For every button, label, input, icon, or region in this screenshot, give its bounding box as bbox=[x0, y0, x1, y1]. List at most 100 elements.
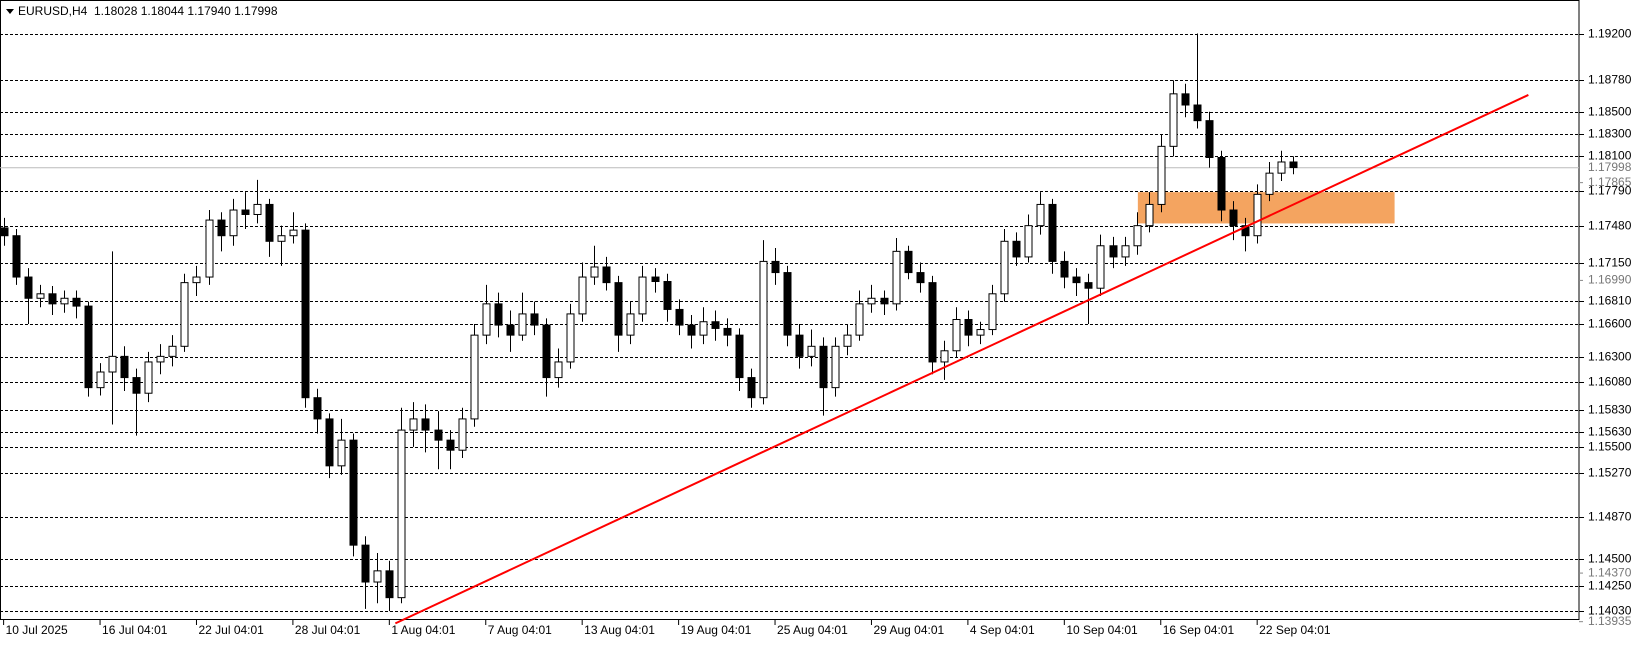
candle-body bbox=[759, 260, 768, 399]
level-label: 1.15270 bbox=[1588, 466, 1632, 480]
x-tick-label: 22 Sep 04:01 bbox=[1259, 623, 1331, 637]
candle-body bbox=[1253, 193, 1262, 237]
candle-body bbox=[506, 324, 515, 336]
level-label: 1.14250 bbox=[1588, 579, 1632, 593]
support-zone bbox=[1137, 192, 1395, 224]
candle-body bbox=[1265, 172, 1274, 195]
candle-body bbox=[1036, 203, 1045, 227]
candle-body bbox=[1121, 245, 1130, 258]
candle-body bbox=[289, 229, 298, 237]
candle-body bbox=[771, 260, 780, 274]
candle-body bbox=[470, 334, 479, 420]
candle-body bbox=[1241, 225, 1250, 237]
candle-body bbox=[72, 297, 81, 307]
candle-body bbox=[60, 297, 69, 305]
candle-body bbox=[494, 303, 503, 326]
candle-body bbox=[1096, 245, 1105, 289]
candle-body bbox=[421, 418, 430, 431]
candle-body bbox=[217, 219, 226, 237]
y-tick-label: 1.13935 bbox=[1588, 614, 1632, 628]
trendline bbox=[394, 94, 1529, 625]
candle-body bbox=[699, 321, 708, 336]
candle-body bbox=[229, 209, 238, 237]
x-tick-label: 13 Aug 04:01 bbox=[584, 623, 655, 637]
candle-body bbox=[385, 570, 394, 599]
candle-body bbox=[96, 371, 105, 389]
candle-body bbox=[48, 293, 57, 305]
candle-body bbox=[1048, 203, 1057, 262]
candle-body bbox=[1133, 225, 1142, 247]
candle-body bbox=[711, 321, 720, 329]
level-label: 1.16810 bbox=[1588, 294, 1632, 308]
level-label: 1.17480 bbox=[1588, 219, 1632, 233]
candle-body bbox=[614, 282, 623, 336]
candle-body bbox=[831, 345, 840, 389]
x-tick-label: 22 Jul 04:01 bbox=[198, 623, 264, 637]
x-tick-label: 25 Aug 04:01 bbox=[777, 623, 848, 637]
candle-body bbox=[566, 313, 575, 363]
candle-body bbox=[1193, 104, 1202, 122]
candle-body bbox=[807, 345, 816, 357]
candle-body bbox=[880, 297, 889, 305]
candle-body bbox=[156, 355, 165, 363]
candle-body bbox=[265, 203, 274, 242]
x-tick-label: 4 Sep 04:01 bbox=[970, 623, 1035, 637]
x-tick-label: 16 Jul 04:01 bbox=[102, 623, 168, 637]
candle-body bbox=[277, 235, 286, 242]
candle-body bbox=[361, 544, 370, 583]
x-tick-label: 10 Sep 04:01 bbox=[1066, 623, 1138, 637]
candle-body bbox=[723, 327, 732, 336]
candle-body bbox=[687, 324, 696, 336]
quote: 1.18028 1.18044 1.17940 1.17998 bbox=[94, 4, 278, 18]
level-label: 1.17790 bbox=[1588, 184, 1632, 198]
candle-body bbox=[132, 377, 141, 394]
candle-body bbox=[976, 329, 985, 336]
level-label: 1.15630 bbox=[1588, 425, 1632, 439]
level-label: 1.16080 bbox=[1588, 375, 1632, 389]
x-tick-label: 29 Aug 04:01 bbox=[873, 623, 944, 637]
candle-body bbox=[373, 570, 382, 583]
candle-body bbox=[530, 313, 539, 326]
level-label: 1.19200 bbox=[1588, 27, 1632, 41]
candle-body bbox=[651, 276, 660, 283]
candle-body bbox=[301, 229, 310, 399]
x-tick-label: 7 Aug 04:01 bbox=[488, 623, 552, 637]
candle-body bbox=[241, 209, 250, 215]
level-label: 1.14030 bbox=[1588, 604, 1632, 618]
candle-body bbox=[446, 439, 455, 451]
level-label: 1.18780 bbox=[1588, 73, 1632, 87]
candle-body bbox=[12, 235, 21, 278]
candle-body bbox=[397, 429, 406, 599]
candle-body bbox=[578, 276, 587, 315]
candle-body bbox=[1145, 203, 1154, 227]
candle-body bbox=[602, 266, 611, 284]
candle-body bbox=[1169, 93, 1178, 147]
candle-body bbox=[940, 350, 949, 363]
candle-body bbox=[626, 313, 635, 336]
candle-body bbox=[84, 305, 93, 389]
level-label: 1.14500 bbox=[1588, 552, 1632, 566]
level-label: 1.16600 bbox=[1588, 317, 1632, 331]
level-label: 1.18300 bbox=[1588, 127, 1632, 141]
level-label: 1.15830 bbox=[1588, 403, 1632, 417]
candle-body bbox=[735, 334, 744, 379]
candle-body bbox=[180, 282, 189, 347]
candle-body bbox=[458, 418, 467, 451]
candle-body bbox=[205, 219, 214, 278]
candle-body bbox=[892, 250, 901, 305]
candle-body bbox=[904, 250, 913, 274]
x-tick-label: 16 Sep 04:01 bbox=[1163, 623, 1235, 637]
candle-body bbox=[795, 334, 804, 357]
menu-arrow bbox=[6, 9, 14, 14]
candle-body bbox=[325, 418, 334, 467]
candle-body bbox=[1217, 157, 1226, 211]
candle-body bbox=[434, 429, 443, 441]
candle-body bbox=[192, 276, 201, 284]
candle-body bbox=[952, 318, 961, 352]
candle-body bbox=[843, 334, 852, 347]
candle-body bbox=[1072, 276, 1081, 284]
x-tick-label: 1 Aug 04:01 bbox=[391, 623, 455, 637]
candle-body bbox=[1229, 209, 1238, 227]
candle-body bbox=[36, 293, 45, 299]
candle-body bbox=[1084, 282, 1093, 289]
